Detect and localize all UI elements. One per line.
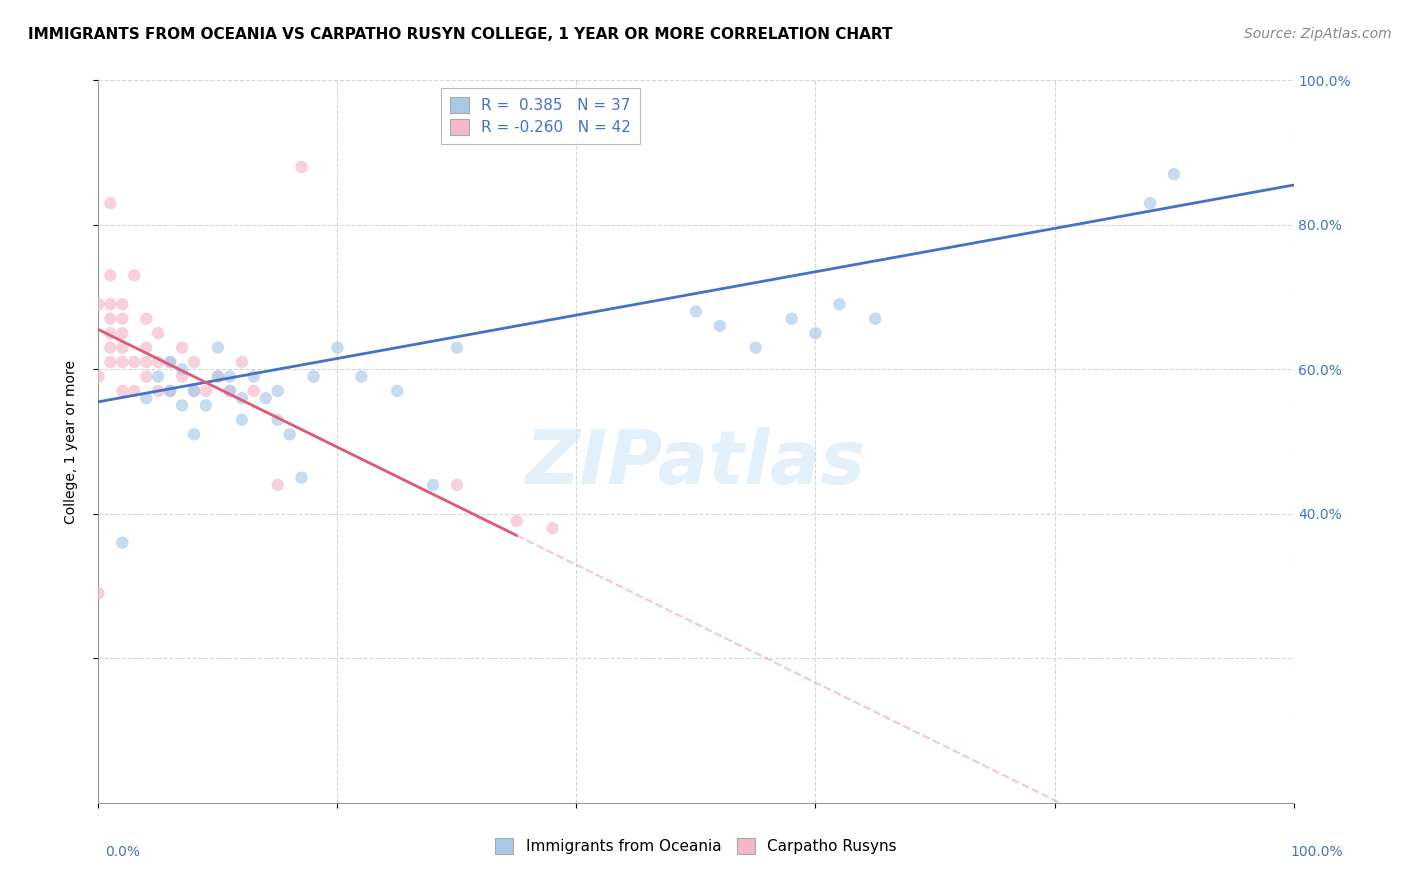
Point bbox=[98, 297, 122, 311]
Point bbox=[219, 384, 242, 398]
Point bbox=[148, 384, 170, 398]
Point bbox=[291, 160, 314, 174]
Point bbox=[385, 384, 409, 398]
Point bbox=[780, 311, 803, 326]
Point bbox=[446, 478, 468, 492]
Point bbox=[219, 384, 242, 398]
Point bbox=[267, 413, 290, 427]
Point bbox=[135, 391, 157, 405]
Point bbox=[172, 369, 194, 384]
Point bbox=[254, 391, 277, 405]
Point bbox=[148, 369, 170, 384]
Point bbox=[326, 341, 349, 355]
Point bbox=[98, 311, 122, 326]
Point bbox=[135, 311, 157, 326]
Point bbox=[278, 427, 301, 442]
Point bbox=[745, 341, 768, 355]
Legend: Immigrants from Oceania, Carpatho Rusyns: Immigrants from Oceania, Carpatho Rusyns bbox=[489, 832, 903, 860]
Point bbox=[195, 384, 218, 398]
Point bbox=[183, 384, 205, 398]
Point bbox=[267, 478, 290, 492]
Point bbox=[87, 586, 110, 600]
Point bbox=[207, 341, 229, 355]
Point bbox=[159, 384, 181, 398]
Text: 100.0%: 100.0% bbox=[1291, 845, 1343, 859]
Point bbox=[506, 514, 529, 528]
Point bbox=[685, 304, 707, 318]
Point bbox=[231, 391, 253, 405]
Point bbox=[195, 398, 218, 412]
Point bbox=[111, 535, 134, 549]
Point bbox=[1163, 167, 1185, 181]
Point bbox=[135, 341, 157, 355]
Point bbox=[207, 369, 229, 384]
Point bbox=[111, 384, 134, 398]
Point bbox=[172, 362, 194, 376]
Point bbox=[124, 384, 146, 398]
Point bbox=[172, 341, 194, 355]
Point bbox=[98, 196, 122, 211]
Point bbox=[231, 413, 253, 427]
Text: ZIPatlas: ZIPatlas bbox=[526, 426, 866, 500]
Point bbox=[98, 341, 122, 355]
Point bbox=[135, 369, 157, 384]
Point bbox=[111, 341, 134, 355]
Point bbox=[183, 355, 205, 369]
Point bbox=[804, 326, 827, 340]
Text: 0.0%: 0.0% bbox=[105, 845, 141, 859]
Text: IMMIGRANTS FROM OCEANIA VS CARPATHO RUSYN COLLEGE, 1 YEAR OR MORE CORRELATION CH: IMMIGRANTS FROM OCEANIA VS CARPATHO RUSY… bbox=[28, 27, 893, 42]
Point bbox=[219, 369, 242, 384]
Point bbox=[111, 355, 134, 369]
Text: Source: ZipAtlas.com: Source: ZipAtlas.com bbox=[1244, 27, 1392, 41]
Point bbox=[111, 297, 134, 311]
Point bbox=[828, 297, 851, 311]
Point bbox=[183, 427, 205, 442]
Point bbox=[124, 355, 146, 369]
Point bbox=[98, 355, 122, 369]
Point bbox=[172, 398, 194, 412]
Point bbox=[98, 326, 122, 340]
Point bbox=[148, 355, 170, 369]
Point bbox=[1139, 196, 1161, 211]
Point bbox=[267, 384, 290, 398]
Point bbox=[422, 478, 444, 492]
Point bbox=[159, 384, 181, 398]
Point bbox=[350, 369, 373, 384]
Point bbox=[111, 311, 134, 326]
Point bbox=[98, 268, 122, 283]
Y-axis label: College, 1 year or more: College, 1 year or more bbox=[63, 359, 77, 524]
Point bbox=[243, 384, 266, 398]
Point bbox=[124, 268, 146, 283]
Point bbox=[446, 341, 468, 355]
Point bbox=[148, 326, 170, 340]
Point bbox=[183, 384, 205, 398]
Point bbox=[302, 369, 325, 384]
Point bbox=[87, 369, 110, 384]
Point bbox=[291, 470, 314, 484]
Point bbox=[865, 311, 887, 326]
Point bbox=[159, 355, 181, 369]
Point bbox=[207, 369, 229, 384]
Point bbox=[541, 521, 564, 535]
Point bbox=[135, 355, 157, 369]
Point bbox=[87, 297, 110, 311]
Point bbox=[159, 355, 181, 369]
Point bbox=[111, 326, 134, 340]
Point bbox=[231, 355, 253, 369]
Point bbox=[709, 318, 731, 333]
Point bbox=[243, 369, 266, 384]
